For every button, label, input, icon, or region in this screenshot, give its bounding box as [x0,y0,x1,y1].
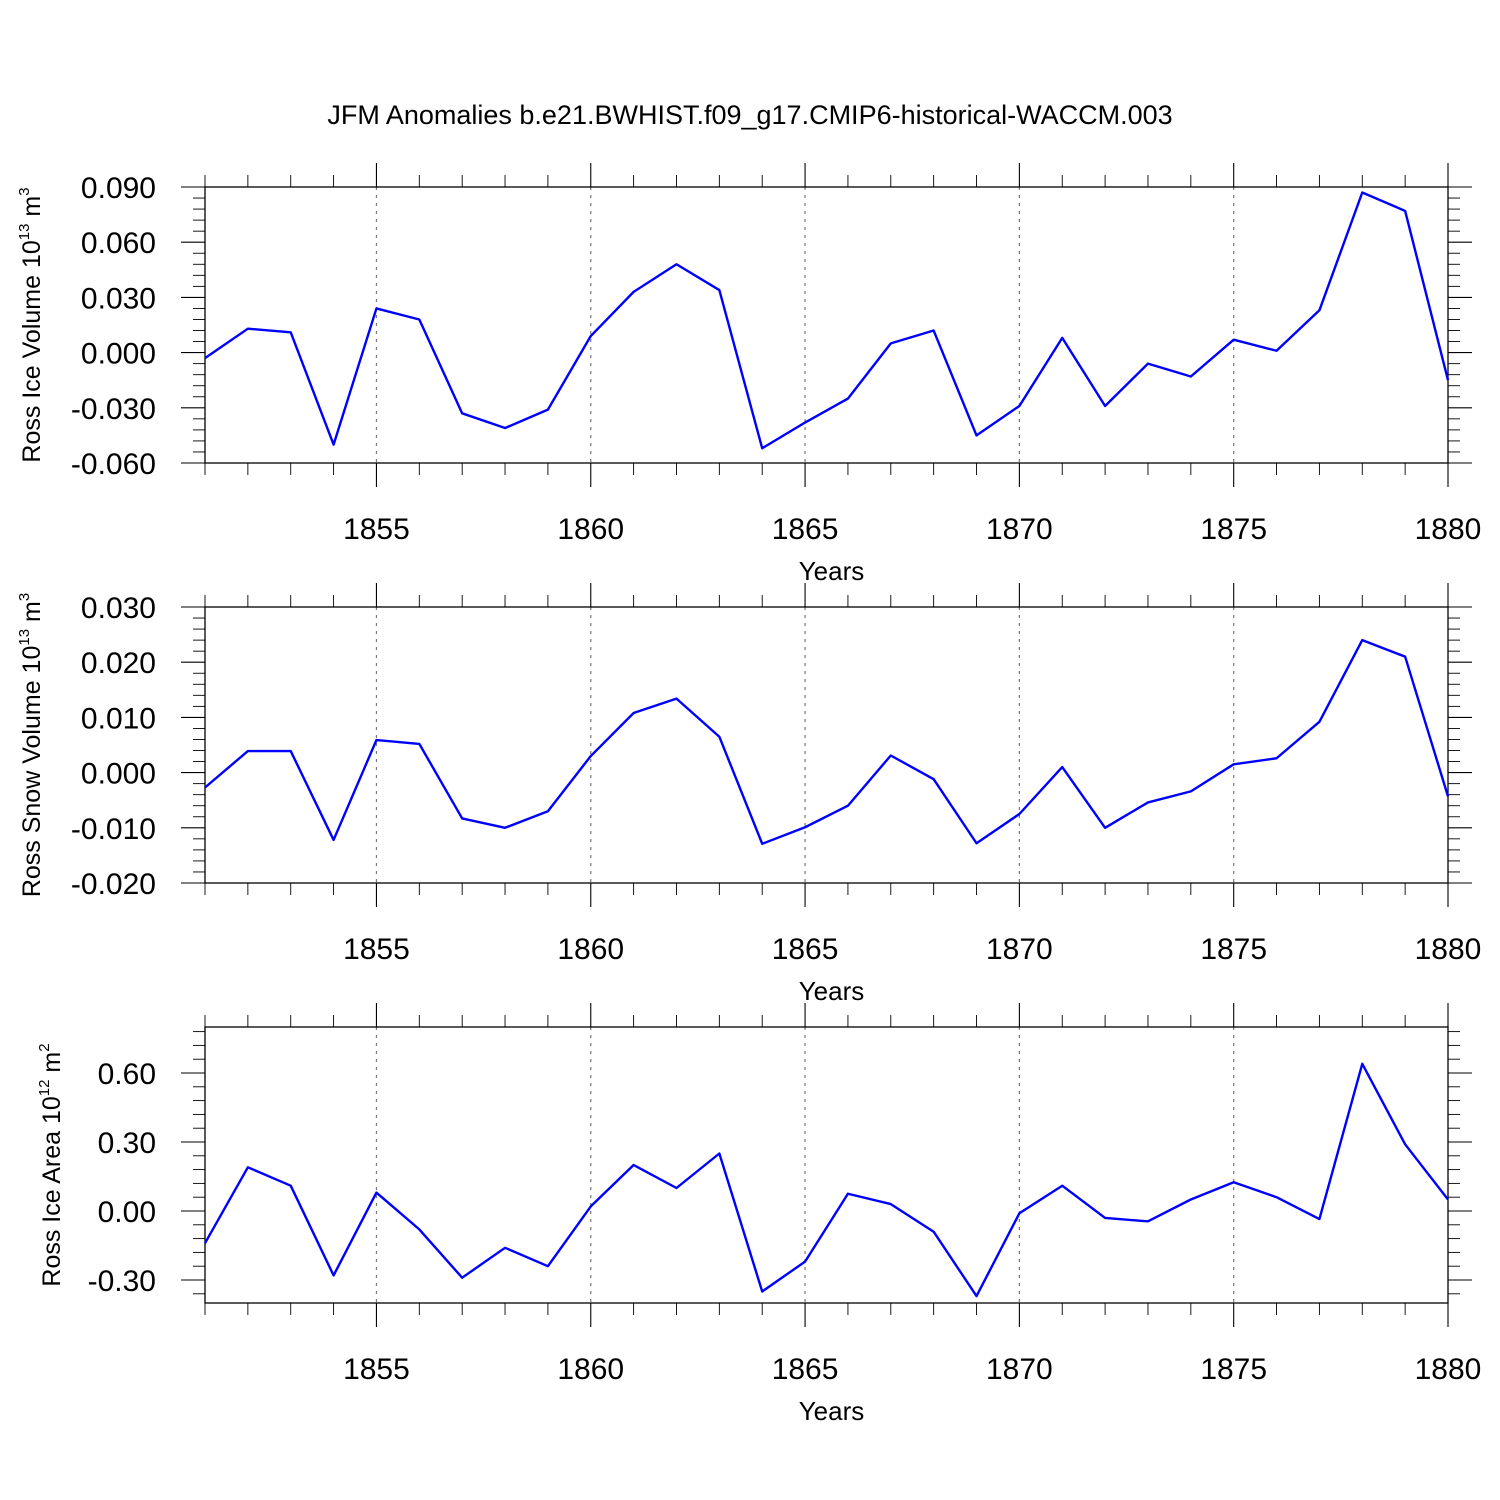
x-tick-label: 1880 [1415,513,1482,546]
x-tick-label: 1855 [343,1353,410,1386]
y-tick-label: 0.030 [81,282,156,315]
plot-frame [204,606,1449,884]
x-tick-label: 1865 [772,933,839,966]
y-tick-label: 0.30 [98,1127,156,1160]
x-tick-label: 1860 [557,1353,624,1386]
y-tick-label: 0.060 [81,227,156,260]
y-tick-label: -0.30 [88,1265,156,1298]
plot-frame [204,186,1449,464]
y-axis-label: Ross Ice Area 1012 m2 [36,1043,66,1286]
plot-frame [204,1026,1449,1304]
panel-1: 1855 1860 1865 1870 1875 1880 -0.060 -0.030 0.00… [16,163,1481,586]
series-line [204,638,1450,846]
x-axis-label: Years [799,1396,865,1426]
panel-3: 1855 1860 1865 1870 1875 1880 -0.30 0.00 0.30 0.6… [36,1003,1481,1426]
y-tick-label: 0.090 [81,172,156,205]
series-line [204,191,1450,450]
y-tick-label: -0.020 [71,868,156,901]
x-tick-label: 1870 [986,1353,1053,1386]
x-tick-label: 1855 [343,933,410,966]
x-tick-label: 1880 [1415,1353,1482,1386]
x-tick-label: 1870 [986,933,1053,966]
x-tick-label: 1865 [772,513,839,546]
x-tick-label: 1860 [557,933,624,966]
x-tick-label: 1875 [1200,933,1267,966]
y-tick-label: -0.030 [71,393,156,426]
y-tick-label: 0.030 [81,592,156,625]
panel-2: 1855 1860 1865 1870 1875 1880 -0.020 -0.010 0.00… [16,583,1481,1006]
x-axis-label: Years [799,556,865,586]
x-tick-label: 1860 [557,513,624,546]
y-tick-label: -0.060 [71,448,156,481]
x-tick-label: 1865 [772,1353,839,1386]
y-tick-label: 0.000 [81,338,156,371]
x-axis-label: Years [799,976,865,1006]
x-tick-label: 1855 [343,513,410,546]
y-tick-label: 0.00 [98,1196,156,1229]
chart-title: JFM Anomalies b.e21.BWHIST.f09_g17.CMIP6… [327,100,1172,130]
y-tick-label: 0.60 [98,1058,156,1091]
series-line [203,1062,1449,1298]
x-tick-label: 1875 [1200,1353,1267,1386]
y-axis-label: Ross Snow Volume 1013 m3 [16,593,46,897]
y-tick-label: 0.020 [81,647,156,680]
y-tick-label: 0.010 [81,702,156,735]
y-tick-label: 0.000 [81,758,156,791]
y-axis-label: Ross Ice Volume 1013 m3 [16,187,46,462]
y-tick-label: -0.010 [71,813,156,846]
x-tick-label: 1870 [986,513,1053,546]
x-tick-label: 1875 [1200,513,1267,546]
x-tick-label: 1880 [1415,933,1482,966]
